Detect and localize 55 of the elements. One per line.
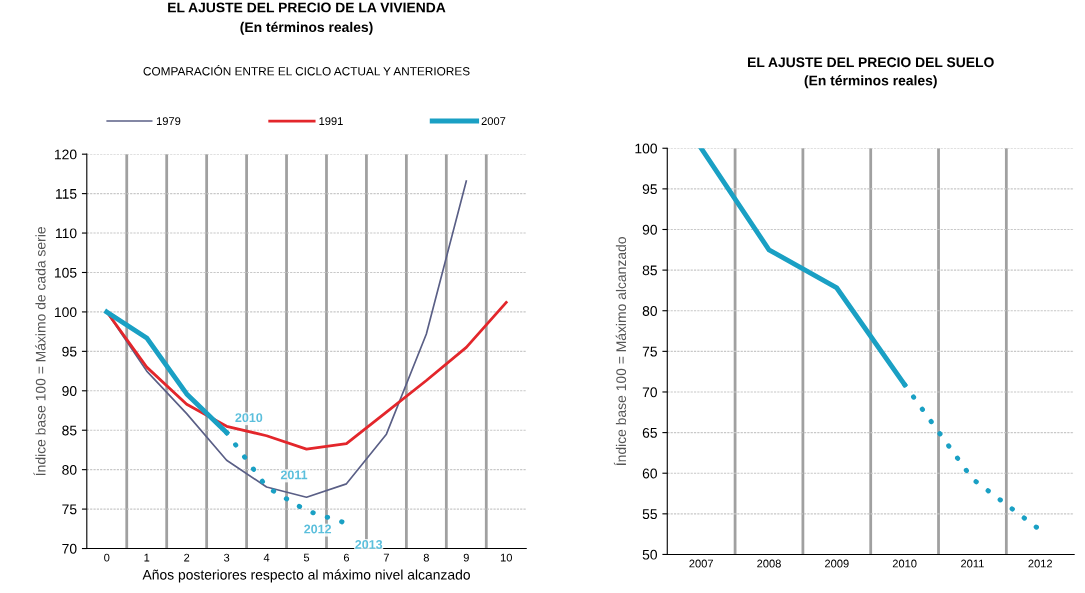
y-tick-label: 70 (642, 387, 658, 398)
legend-label: 1979 (156, 117, 181, 126)
y-tick-label: 85 (642, 265, 657, 276)
chart-title: EL AJUSTE DEL PRECIO DE LA VIVIENDA (168, 2, 446, 13)
x-tick-label: 4 (263, 553, 270, 562)
x-tick-label: 2 (184, 553, 190, 562)
annotation: 2011 (280, 470, 308, 480)
y-tick-label: 95 (62, 346, 77, 357)
x-tick-label: 10 (500, 553, 512, 562)
y-tick-label: 55 (642, 509, 657, 519)
x-tick-label: 3 (223, 553, 230, 562)
y-tick-label: 60 (642, 468, 658, 479)
x-tick-label: 0 (104, 553, 110, 562)
x-tick-label: 2007 (689, 559, 713, 568)
legend-label: 2007 (481, 117, 506, 126)
legend-label: 1991 (319, 117, 343, 126)
text: COMPARACIÓN ENTRE EL CICLO ACTUAL Y ANTERIORES (143, 65, 470, 76)
y-tick-label: 70 (62, 543, 77, 554)
y-tick-label: 90 (642, 224, 658, 235)
y-tick-label: 80 (62, 464, 77, 475)
y-tick-label: 80 (642, 306, 658, 316)
y-tick-label: 110 (55, 228, 77, 239)
annotation: 2013 (355, 540, 383, 549)
x-tick-label: 9 (463, 553, 469, 562)
x-tick-label: 2008 (757, 559, 781, 568)
chart-title: EL AJUSTE DEL PRECIO DEL SUELO (748, 57, 994, 68)
y-tick-label: 100 (54, 307, 77, 318)
x-tick-label: 2011 (961, 559, 984, 568)
chart-subtitle: (En términos reales) (804, 75, 937, 89)
y-tick-label: 105 (54, 267, 77, 278)
y-tick-label: 75 (642, 346, 657, 357)
x-tick-label: 2010 (892, 559, 917, 568)
x-tick-label: 6 (343, 553, 350, 562)
y-tick-label: 120 (54, 149, 77, 160)
x-tick-label: 8 (423, 553, 429, 562)
y-axis-title: Índice base 100 = Máximo de cada serie (33, 227, 46, 476)
y-axis-title: Índice base 100 = Máximo alcanzado (613, 237, 627, 466)
annotation: 2012 (304, 524, 332, 534)
x-tick-label: 7 (383, 553, 389, 562)
x-tick-label: 1 (144, 553, 150, 562)
y-tick-label: 115 (55, 189, 77, 199)
chart-subtitle: (En términos reales) (240, 21, 373, 35)
y-tick-label: 50 (642, 549, 658, 560)
y-tick-label: 95 (642, 184, 657, 195)
x-tick-label: 2009 (825, 559, 849, 568)
x-axis-title: Años posteriores respecto al máximo nivel alcanzado (142, 569, 470, 583)
annotation: 2010 (235, 413, 263, 423)
y-tick-label: 90 (62, 386, 77, 396)
x-tick-label: 2012 (1028, 559, 1053, 568)
y-tick-label: 75 (62, 504, 77, 515)
line-series (105, 301, 508, 451)
y-tick-label: 100 (635, 143, 658, 154)
y-tick-label: 65 (642, 427, 657, 438)
y-tick-label: 85 (62, 425, 77, 436)
x-tick-label: 5 (303, 553, 310, 562)
